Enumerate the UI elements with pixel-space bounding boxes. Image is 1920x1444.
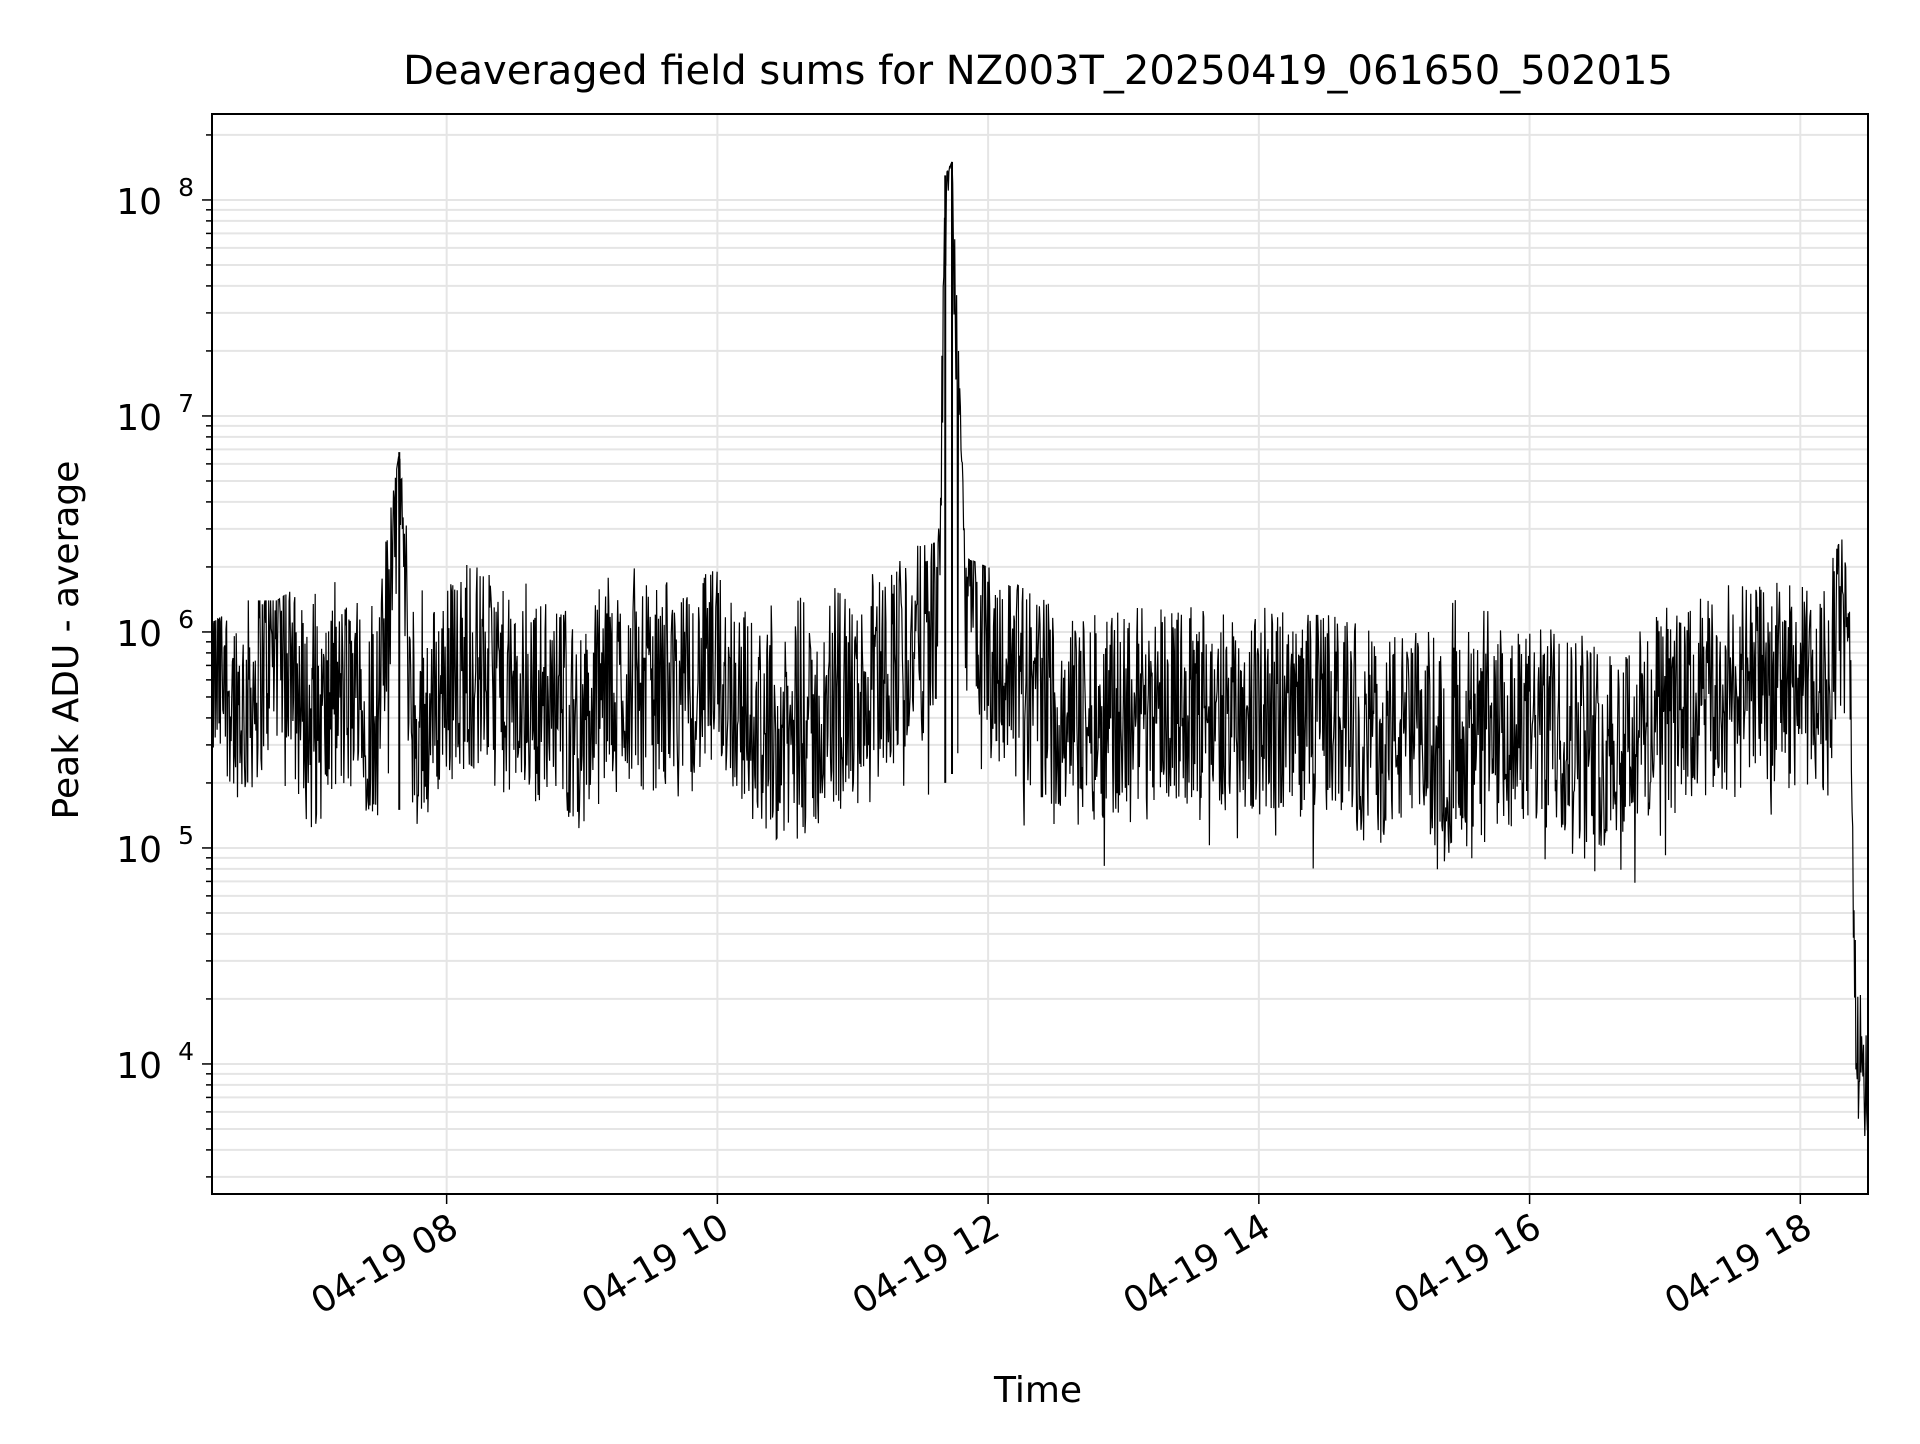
- y-tick-exponent: 6: [178, 605, 194, 634]
- series-noise-line: [211, 161, 1869, 1137]
- y-tick-label: 10: [116, 182, 162, 223]
- x-axis-label: Time: [993, 1370, 1082, 1411]
- y-tick-exponent: 7: [178, 389, 194, 418]
- y-tick-label: 10: [116, 1046, 162, 1087]
- y-tick-label: 10: [116, 398, 162, 439]
- y-tick-exponent: 5: [178, 821, 194, 850]
- plot-data: [211, 161, 1869, 1137]
- y-axis-label: Peak ADU - average: [46, 461, 87, 820]
- y-tick-exponent: 8: [178, 173, 194, 202]
- y-tick-label: 10: [116, 614, 162, 655]
- y-tick-exponent: 4: [178, 1037, 194, 1066]
- axes-frame: [211, 113, 1869, 1195]
- y-tick-label: 10: [116, 830, 162, 871]
- chart-title: Deaveraged field sums for NZ003T_2025041…: [403, 48, 1673, 94]
